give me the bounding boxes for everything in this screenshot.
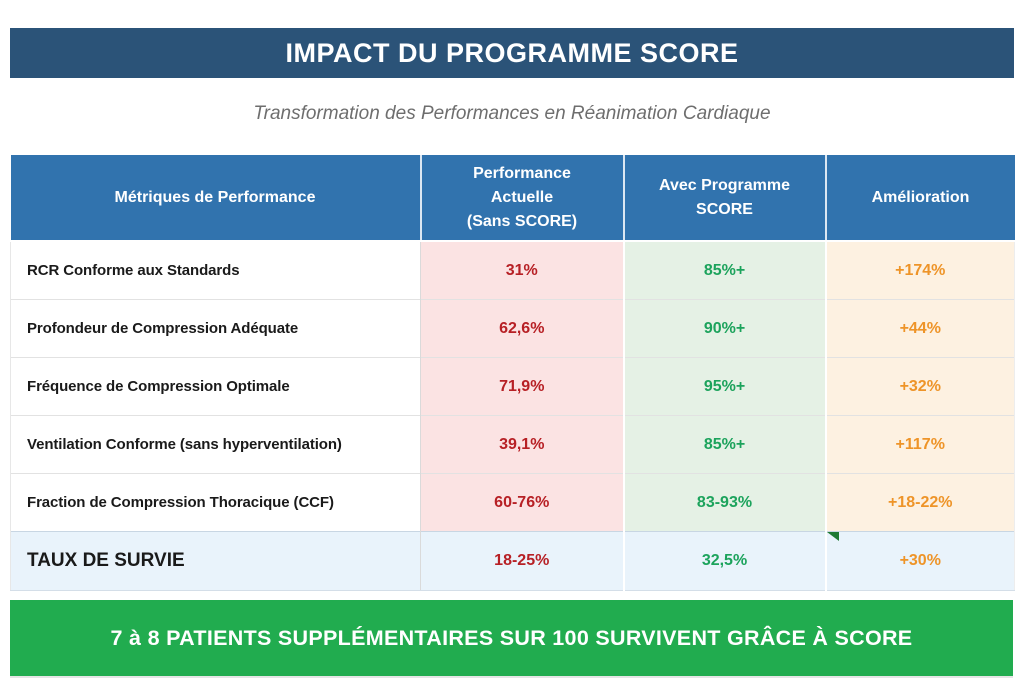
- metric-label: Fraction de Compression Thoracique (CCF): [10, 473, 421, 532]
- current-value: 18-25%: [420, 531, 624, 591]
- table-header: Métriques de Performance Performance Act…: [10, 155, 1015, 242]
- metric-label: Profondeur de Compression Adéquate: [10, 299, 421, 358]
- metric-label: RCR Conforme aux Standards: [10, 240, 421, 300]
- with-score-value: 85%+: [622, 415, 826, 474]
- title-banner: IMPACT DU PROGRAMME SCORE: [10, 28, 1014, 78]
- current-value: 39,1%: [420, 415, 624, 474]
- column-header-with-score: Avec Programme SCORE: [622, 155, 826, 242]
- current-value: 62,6%: [420, 299, 624, 358]
- performance-metrics-table: Métriques de Performance Performance Act…: [10, 155, 1015, 591]
- current-value: 31%: [420, 240, 624, 300]
- improvement-value: +117%: [824, 415, 1015, 474]
- column-header-improvement: Amélioration: [824, 155, 1015, 242]
- current-value: 60-76%: [420, 473, 624, 532]
- table-row: Profondeur de Compression Adéquate 62,6% 9…: [10, 299, 1015, 358]
- current-value: 71,9%: [420, 357, 624, 416]
- table-row: Ventilation Conforme (sans hyperventilat…: [10, 415, 1015, 474]
- improvement-value: +44%: [824, 299, 1015, 358]
- table-row: Fréquence de Compression Optimale 71,9% 95…: [10, 357, 1015, 416]
- with-score-value: 85%+: [622, 240, 826, 300]
- with-score-value: 32,5%: [622, 531, 826, 591]
- table-row-survival: TAUX DE SURVIE 18-25% 32,5% +30%: [10, 531, 1015, 591]
- metric-label: Fréquence de Compression Optimale: [10, 357, 421, 416]
- metrics-table-body: RCR Conforme aux Standards 31% 85%+ +174% Pr…: [10, 240, 1015, 591]
- with-score-value: 83-93%: [622, 473, 826, 532]
- column-header-current: Performance Actuelle (Sans SCORE): [419, 155, 624, 242]
- page-title: IMPACT DU PROGRAMME SCORE: [285, 37, 739, 68]
- table-header-row: Métriques de Performance Performance Act…: [10, 155, 1015, 242]
- footer-banner-label: 7 à 8 PATIENTS SUPPLÉMENTAIRES SUR 100 S…: [110, 625, 913, 650]
- metric-label: TAUX DE SURVIE: [10, 531, 421, 591]
- column-header-metrics: Métriques de Performance: [10, 155, 421, 242]
- page-subtitle: Transformation des Performances en Réani…: [253, 103, 771, 124]
- improvement-value: +18-22%: [824, 473, 1015, 532]
- metric-label: Ventilation Conforme (sans hyperventilat…: [10, 415, 421, 474]
- with-score-value: 95%+: [622, 357, 826, 416]
- footer-banner: 7 à 8 PATIENTS SUPPLÉMENTAIRES SUR 100 S…: [10, 600, 1013, 676]
- corner-marker-icon: [826, 532, 839, 541]
- improvement-value: +32%: [824, 357, 1015, 416]
- improvement-value: +30%: [824, 531, 1015, 591]
- table-row: Fraction de Compression Thoracique (CCF)…: [10, 473, 1015, 532]
- table-row: RCR Conforme aux Standards 31% 85%+ +174%: [10, 240, 1015, 300]
- improvement-value: +174%: [824, 240, 1015, 300]
- with-score-value: 90%+: [622, 299, 826, 358]
